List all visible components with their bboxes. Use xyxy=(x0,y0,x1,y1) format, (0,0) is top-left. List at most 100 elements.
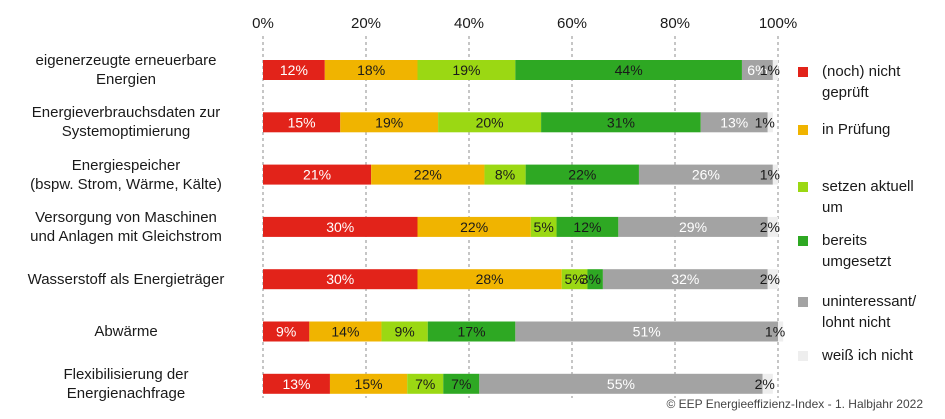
legend-swatch xyxy=(798,182,808,192)
x-tick-label: 100% xyxy=(759,15,797,32)
x-tick-label: 80% xyxy=(660,15,690,32)
bar-segment xyxy=(324,60,418,80)
data-label: 13% xyxy=(282,376,310,392)
bar-segment xyxy=(525,164,639,185)
x-tick-label: 0% xyxy=(252,15,274,32)
legend-swatch xyxy=(798,236,808,246)
legend-label: uninteressant/ lohnt nicht xyxy=(822,293,917,331)
data-label: 14% xyxy=(331,324,359,340)
data-label: 51% xyxy=(633,324,661,340)
legend-swatch xyxy=(798,297,808,307)
bar-segment xyxy=(767,269,778,290)
category-label-line: und Anlagen mit Gleichstrom xyxy=(30,227,222,245)
category-label-line: Energieverbrauchsdaten zur xyxy=(31,104,221,122)
data-label: 1% xyxy=(765,324,785,340)
x-axis-tick-labels: 0% 20% 40% 60% 80% 100% xyxy=(252,15,797,32)
data-label: 30% xyxy=(326,219,354,235)
legend-label: weiß ich nicht xyxy=(822,347,913,364)
bar-segment xyxy=(772,164,778,185)
bar-segment xyxy=(479,373,763,394)
data-label: 6% xyxy=(747,62,767,78)
category-label: Flexibilisierung der Energienachfrage xyxy=(0,365,252,403)
bar-segment xyxy=(638,164,773,185)
category-label-line: Energien xyxy=(95,71,157,88)
data-label: 55% xyxy=(607,376,635,392)
data-label: 3% xyxy=(581,271,601,287)
category-label-line: Systemoptimierung xyxy=(61,123,191,141)
bar-segment xyxy=(417,60,516,80)
bar-segment xyxy=(484,164,526,185)
bar-segment xyxy=(741,60,773,80)
legend-swatch xyxy=(798,351,808,361)
data-label: 1% xyxy=(760,167,780,183)
bar-segment xyxy=(417,216,531,237)
data-label: 2% xyxy=(760,271,780,287)
data-label: 9% xyxy=(276,324,296,340)
data-label: 8% xyxy=(495,167,515,183)
bar-segment xyxy=(515,321,778,342)
data-label: 7% xyxy=(451,376,471,392)
category-label-line: Energiespeicher xyxy=(71,156,181,174)
category-label-line: Versorgung von Maschinen xyxy=(35,208,217,226)
bar-segment xyxy=(438,112,542,133)
bar-segment xyxy=(587,269,603,290)
data-label: 12% xyxy=(280,62,308,78)
data-labels: 12% 18% 19% 44% 6%1%15% 19% 20% 31% 13% 1%21% 22% 8… xyxy=(276,62,785,392)
bar-segment xyxy=(417,269,562,290)
data-label: 7% xyxy=(415,376,435,392)
category-label: Versorgung von Maschinen und Anlagen mit … xyxy=(0,208,252,246)
data-label: 30% xyxy=(326,271,354,287)
bar-segment xyxy=(329,373,408,394)
category-label-line: eigenerzeugte erneuerbare xyxy=(35,52,217,69)
bar-segment xyxy=(618,216,768,237)
legend-label: setzen aktuell um xyxy=(822,178,914,216)
bar-segment xyxy=(263,164,372,185)
data-label: 22% xyxy=(460,219,488,235)
bar-segment xyxy=(263,112,341,133)
data-label: 19% xyxy=(452,62,480,78)
category-label-line: Abwärme xyxy=(94,323,158,340)
category-label-line: (bspw. Strom, Wärme, Kälte) xyxy=(30,175,222,193)
category-label-line: Wasserstoff als Energieträger xyxy=(27,270,225,288)
bar-segment xyxy=(700,112,768,133)
bar-segment xyxy=(778,321,784,342)
data-label: 13% xyxy=(720,114,748,130)
category-label: Wasserstoff als Energieträger xyxy=(0,270,252,289)
bar-segment xyxy=(762,373,773,394)
category-label: Energieverbrauchsdaten zur Systemoptimier… xyxy=(0,103,252,141)
category-label-line: Flexibilisierung der xyxy=(63,365,189,383)
bar-segment xyxy=(541,112,701,133)
data-label: 15% xyxy=(355,376,383,392)
data-label: 29% xyxy=(679,219,707,235)
data-label: 21% xyxy=(303,167,331,183)
data-label: 44% xyxy=(615,62,643,78)
bar-segment xyxy=(556,216,619,237)
data-label: 15% xyxy=(288,114,316,130)
legend-swatch xyxy=(798,125,808,135)
category-label: Abwärme xyxy=(0,322,252,341)
bar-segment xyxy=(767,216,778,237)
bar-segment xyxy=(530,216,557,237)
bar-segment xyxy=(263,269,418,290)
bar-segment xyxy=(381,321,428,342)
x-tick-label: 60% xyxy=(557,15,587,32)
bar-segment xyxy=(427,321,516,342)
data-label: 20% xyxy=(476,114,504,130)
data-label: 5% xyxy=(564,271,584,287)
bar-segment xyxy=(602,269,768,290)
bar-segment xyxy=(263,60,325,80)
bar-segment xyxy=(340,112,439,133)
data-label: 1% xyxy=(755,114,775,130)
x-tick-label: 40% xyxy=(454,15,484,32)
bar-segment xyxy=(309,321,382,342)
bar-segment xyxy=(407,373,444,394)
bar-segment xyxy=(263,373,330,394)
data-label: 32% xyxy=(671,271,699,287)
bar-segment xyxy=(443,373,480,394)
data-label: 12% xyxy=(573,219,601,235)
data-label: 2% xyxy=(760,219,780,235)
data-label: 18% xyxy=(357,62,385,78)
data-label: 28% xyxy=(476,271,504,287)
bar-segment xyxy=(371,164,485,185)
